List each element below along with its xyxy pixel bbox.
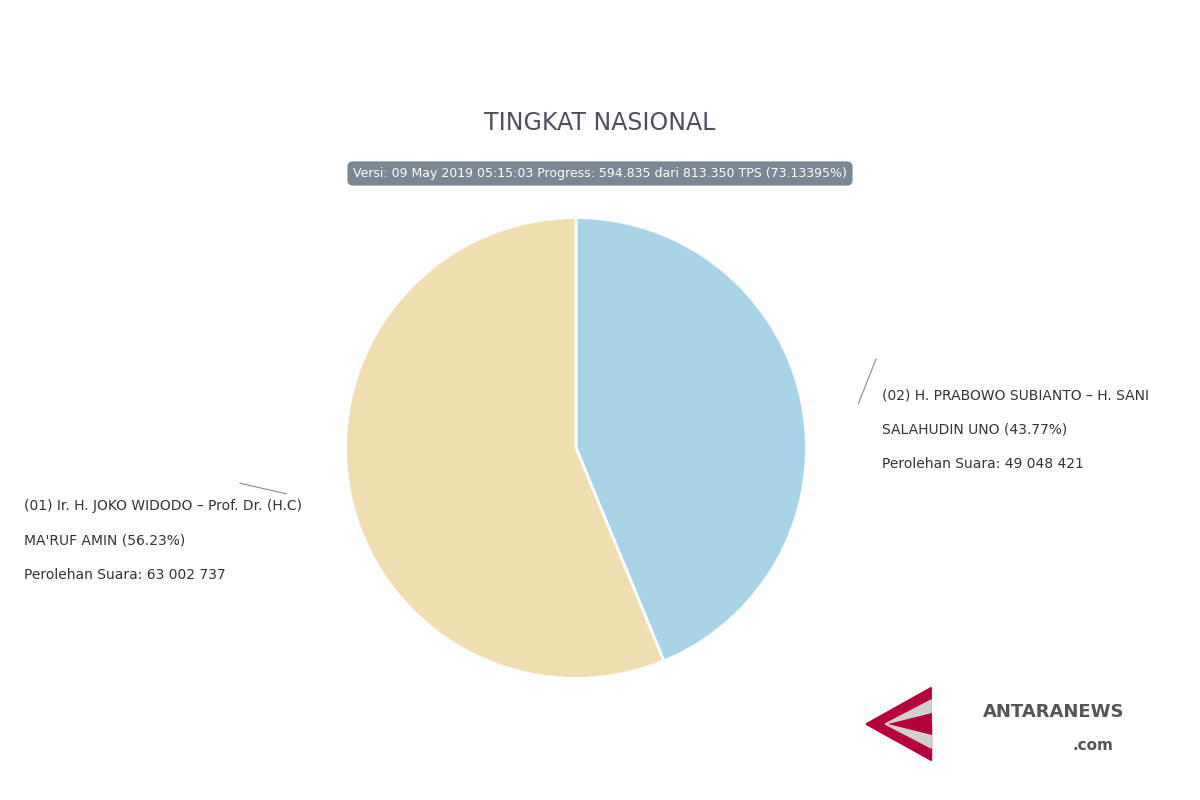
Text: HASIL HITUNG SUARA PEMILU PRESIDEN & WAKIL PRESIDEN RI 2019: HASIL HITUNG SUARA PEMILU PRESIDEN & WAK… (256, 33, 944, 51)
Text: SALAHUDIN UNO (43.77%): SALAHUDIN UNO (43.77%) (882, 422, 1067, 437)
Polygon shape (886, 724, 931, 748)
Text: MA'RUF AMIN (56.23%): MA'RUF AMIN (56.23%) (24, 534, 185, 548)
Text: Perolehan Suara: 63 002 737: Perolehan Suara: 63 002 737 (24, 568, 226, 582)
Text: .com: .com (1072, 738, 1112, 753)
Polygon shape (886, 700, 931, 724)
Polygon shape (866, 724, 931, 761)
Text: Versi: 09 May 2019 05:15:03 Progress: 594.835 dari 813.350 TPS (73.13395%): Versi: 09 May 2019 05:15:03 Progress: 59… (353, 167, 847, 180)
Text: (01) Ir. H. JOKO WIDODO – Prof. Dr. (H.C): (01) Ir. H. JOKO WIDODO – Prof. Dr. (H.C… (24, 499, 302, 514)
Text: (02) H. PRABOWO SUBIANTO – H. SANI: (02) H. PRABOWO SUBIANTO – H. SANI (882, 388, 1150, 402)
Text: Perolehan Suara: 49 048 421: Perolehan Suara: 49 048 421 (882, 457, 1084, 471)
Text: ANTARANEWS: ANTARANEWS (983, 703, 1124, 722)
Text: 5 (73.13395%): 5 (73.13395%) (37, 765, 125, 778)
Wedge shape (346, 218, 664, 678)
Text: TINGKAT NASIONAL: TINGKAT NASIONAL (485, 111, 715, 135)
Polygon shape (866, 687, 931, 724)
Wedge shape (576, 218, 806, 661)
